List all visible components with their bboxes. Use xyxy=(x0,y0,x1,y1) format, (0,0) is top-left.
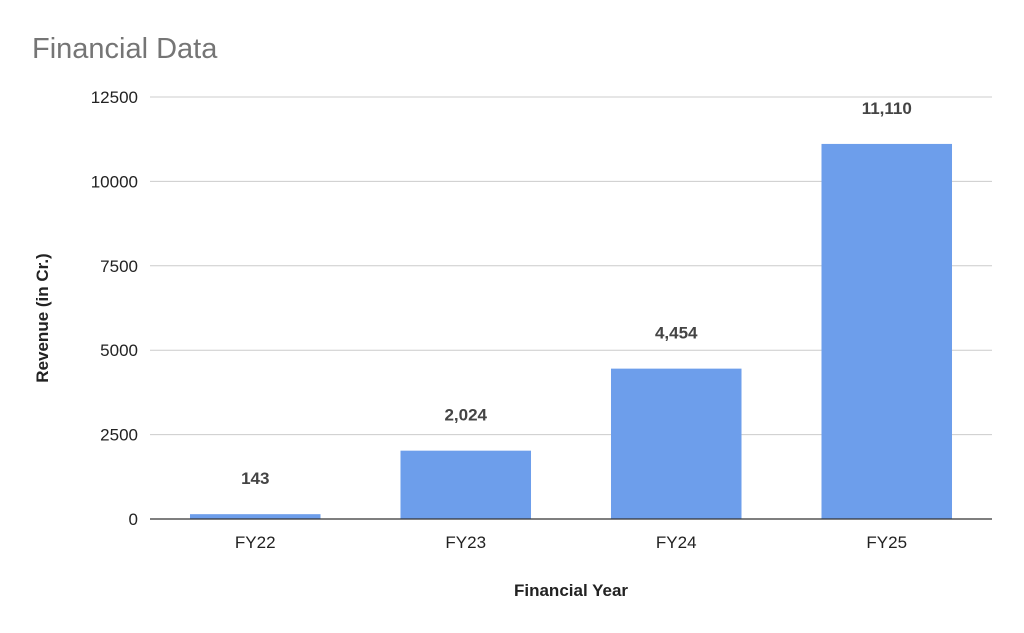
y-axis-title: Revenue (in Cr.) xyxy=(33,253,52,382)
x-tick-label: FY24 xyxy=(656,533,697,552)
bar-fy24 xyxy=(610,368,742,519)
y-tick-label: 0 xyxy=(129,510,138,529)
data-labels: 143 2,024 4,454 11,110 xyxy=(241,99,912,488)
x-axis-title: Financial Year xyxy=(514,581,628,600)
y-axis-ticks: 0 2500 5000 7500 10000 12500 xyxy=(91,88,138,529)
x-axis-ticks: FY22 FY23 FY24 FY25 xyxy=(235,533,907,552)
x-tick-label: FY23 xyxy=(445,533,486,552)
y-tick-label: 10000 xyxy=(91,172,138,191)
bar-fy22 xyxy=(189,514,321,519)
data-label-fy22: 143 xyxy=(241,469,269,488)
bar-fy23 xyxy=(400,450,532,519)
y-tick-label: 2500 xyxy=(100,426,138,445)
x-tick-label: FY25 xyxy=(866,533,907,552)
y-tick-label: 7500 xyxy=(100,257,138,276)
data-label-fy25: 11,110 xyxy=(862,99,912,118)
chart-title: Financial Data xyxy=(32,33,218,65)
y-tick-label: 12500 xyxy=(91,88,138,107)
bar-fy25 xyxy=(821,143,953,520)
data-label-fy24: 4,454 xyxy=(655,324,698,343)
y-tick-label: 5000 xyxy=(100,341,138,360)
x-tick-label: FY22 xyxy=(235,533,276,552)
data-label-fy23: 2,024 xyxy=(444,406,487,425)
bars xyxy=(189,143,953,520)
